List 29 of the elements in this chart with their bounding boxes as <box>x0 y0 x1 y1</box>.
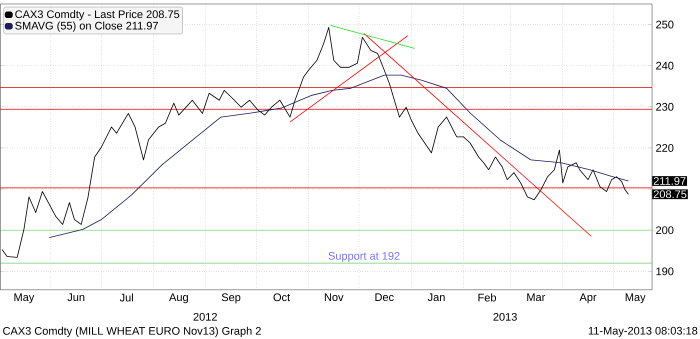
y-tick-label: 250 <box>656 20 674 29</box>
y-tick-label: 190 <box>656 268 674 276</box>
legend-label: CAX3 Comdty - Last Price 208.75 <box>15 10 180 20</box>
y-tick-label: 230 <box>656 103 674 111</box>
text: CAX3 Comdty (MILL WHEAT EURO Nov13) Graph 2 <box>3 326 261 338</box>
y-tick-label: 200 <box>656 226 674 234</box>
x-tick-label: Oct <box>274 293 290 302</box>
x-tick-label: Mar <box>527 293 546 302</box>
text: 11-May-2013 08:03:18 <box>588 326 698 337</box>
x-tick-label: Dec <box>375 293 394 302</box>
x-tick-label: May <box>626 293 646 304</box>
ref-line-label: Support at 192 <box>328 252 400 262</box>
y-tick-label: 220 <box>656 144 674 152</box>
x-tick-label: Jul <box>120 293 133 302</box>
y-tick-label: 240 <box>656 62 674 70</box>
x-tick-label: May <box>14 293 34 304</box>
x-tick-label: Feb <box>478 293 496 302</box>
text: 2012 <box>194 313 217 321</box>
x-tick-label: Aug <box>169 293 188 304</box>
x-tick-label: Sep <box>222 293 240 304</box>
annotation: 208.75 <box>654 190 686 198</box>
x-tick-label: Nov <box>324 293 344 302</box>
line-series <box>48 74 629 238</box>
text: 2013 <box>493 313 517 321</box>
x-tick-label: Jun <box>67 293 84 302</box>
x-tick-label: Jan <box>428 293 445 302</box>
annotation: 211.97 <box>654 177 686 185</box>
x-tick-label: Apr <box>580 293 596 304</box>
legend-label: SMAVG (55) on Close 211.97 <box>15 22 158 32</box>
